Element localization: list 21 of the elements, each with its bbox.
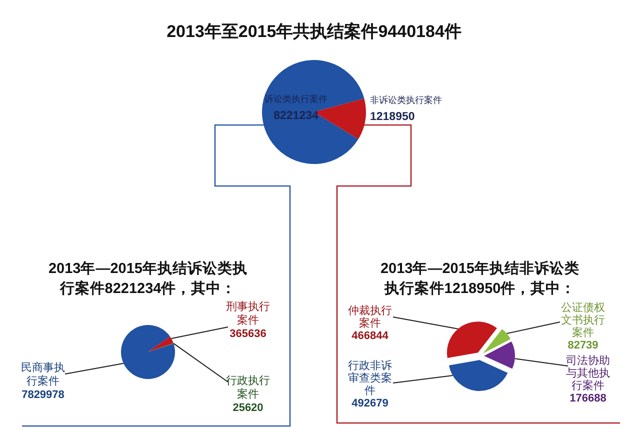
chart-title: 2013年至2015年共执结案件9440184件 — [166, 21, 462, 41]
data-label: 8221234 — [274, 110, 319, 122]
slice-label: 刑事执行案件 — [226, 300, 270, 326]
slice-label: 行政非诉审查类案件 — [348, 359, 392, 397]
data-label: 466844 — [352, 330, 390, 342]
slice-label: 诉讼类执行案件 — [264, 94, 328, 104]
chart-title: 2013年—2015年执结非诉讼类执行案件1218950件，其中： — [380, 260, 580, 297]
slice-label: 司法协助与其他执行案件 — [566, 354, 610, 392]
chart-title: 2013年—2015年执结诉讼类执行案件8221234件，其中： — [48, 260, 248, 297]
slice-label: 公证债权文书执行案件 — [561, 302, 605, 339]
data-label: 176688 — [570, 392, 606, 404]
slice-label: 仲裁执行案件 — [348, 304, 392, 330]
data-label: 1218950 — [370, 111, 415, 123]
slice-label: 行政执行案件 — [226, 374, 270, 400]
data-label: 365636 — [230, 328, 266, 340]
data-label: 25620 — [232, 402, 264, 414]
data-label: 7829978 — [22, 389, 64, 401]
slice-label: 非诉讼类执行案件 — [370, 95, 442, 105]
data-label: 82739 — [568, 340, 598, 352]
data-label: 492679 — [352, 398, 388, 410]
slice-label: 民商事执行案件 — [21, 361, 65, 388]
